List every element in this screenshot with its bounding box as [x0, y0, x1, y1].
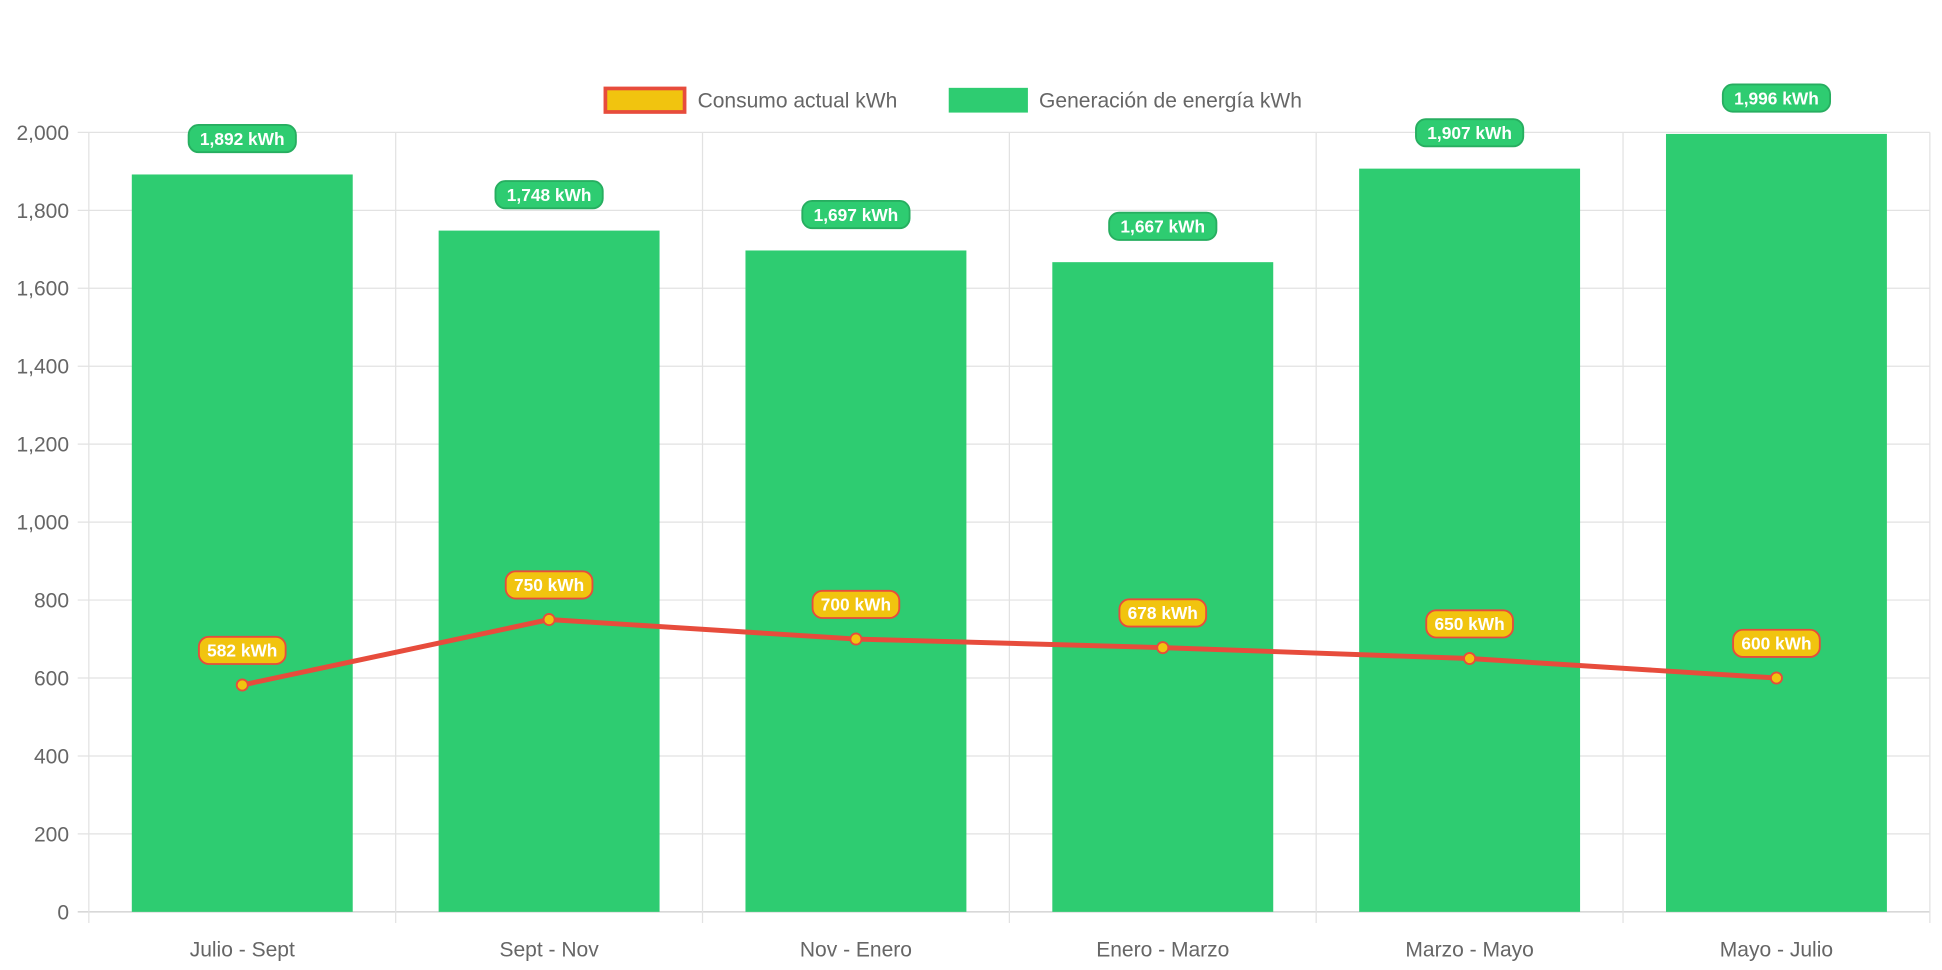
line-series: [235, 613, 1783, 692]
data-label: 1,892 kWh: [187, 124, 297, 154]
point-consumo: [849, 632, 863, 646]
point-consumo: [542, 613, 556, 627]
data-labels: 1,892 kWh 1,748 kWh 1,697 kWh 1,667 kWh 1,90…: [187, 83, 1832, 665]
data-label-badge: [187, 124, 297, 154]
data-label-badge: [197, 635, 287, 665]
legend-swatch-generacion: [948, 87, 1028, 113]
data-label-text: 1,748 kWh: [507, 185, 592, 205]
y-tick-label: 200: [34, 823, 69, 846]
y-tick-label: 400: [34, 745, 69, 768]
y-tick-label: 600: [34, 667, 69, 690]
legend-swatch-consumo: [603, 86, 687, 114]
point-consumo: [1156, 641, 1170, 655]
data-label: 650 kWh: [1425, 609, 1514, 639]
data-label: 678 kWh: [1118, 598, 1208, 628]
data-label-text: 1,892 kWh: [200, 129, 285, 149]
data-label-badge: [1732, 628, 1821, 658]
data-label-text: 1,667 kWh: [1120, 216, 1205, 236]
data-label: 1,667 kWh: [1108, 211, 1218, 241]
bars: [131, 133, 1887, 912]
legend-item-generacion[interactable]: Generación de energía kWh: [948, 87, 1302, 113]
bar-generacion: [131, 174, 353, 912]
data-label-text: 1,697 kWh: [814, 205, 899, 225]
data-label-badge: [1118, 598, 1208, 628]
data-label: 700 kWh: [811, 589, 901, 619]
y-tick-label: 2,000: [16, 122, 69, 145]
data-label: 1,907 kWh: [1415, 118, 1525, 148]
data-label: 750 kWh: [504, 570, 594, 600]
data-label-text: 700 kWh: [821, 595, 891, 615]
x-tick-label: Nov - Enero: [800, 938, 912, 961]
y-tick-label: 1,800: [16, 200, 69, 223]
bar-generacion: [1359, 168, 1581, 912]
data-label: 1,748 kWh: [494, 180, 604, 210]
bar-generacion: [1052, 262, 1274, 912]
y-tick-label: 1,600: [16, 278, 69, 301]
data-label-text: 1,996 kWh: [1734, 88, 1819, 108]
x-tick-label: Mayo - Julio: [1720, 938, 1833, 961]
data-label-badge: [504, 570, 594, 600]
data-label: 1,697 kWh: [801, 200, 911, 230]
data-label-text: 600 kWh: [1741, 634, 1811, 654]
data-label-badge: [811, 589, 901, 619]
data-label-badge: [1415, 118, 1525, 148]
data-label-badge: [801, 200, 911, 230]
y-tick-label: 0: [57, 901, 69, 924]
data-label: 582 kWh: [197, 635, 287, 665]
legend-label-consumo: Consumo actual kWh: [698, 90, 898, 113]
axes: 0 200 400 600 800 1,000 1,200 1,400 1,600 1,800 2,…: [16, 122, 1833, 962]
data-label-badge: [1721, 83, 1832, 113]
y-tick-label: 800: [34, 589, 69, 612]
x-tick-label: Marzo - Mayo: [1405, 938, 1533, 961]
data-label: 1,996 kWh: [1721, 83, 1832, 113]
data-label-badge: [1425, 609, 1514, 639]
data-label-badge: [494, 180, 604, 210]
x-tick-label: Enero - Marzo: [1096, 938, 1229, 961]
legend: Consumo actual kWh Generación de energía…: [603, 86, 1302, 114]
point-consumo: [1463, 652, 1477, 666]
x-tick-label: Julio - Sept: [190, 938, 295, 961]
data-label-text: 582 kWh: [207, 641, 277, 661]
data-label-text: 678 kWh: [1128, 603, 1198, 623]
line-consumo: [241, 617, 1777, 688]
data-label-text: 650 kWh: [1434, 614, 1504, 634]
data-label: 600 kWh: [1732, 628, 1821, 658]
y-tick-label: 1,000: [16, 512, 69, 535]
point-consumo: [235, 678, 249, 692]
bar-generacion: [745, 250, 967, 912]
x-tick-label: Sept - Nov: [499, 938, 599, 961]
y-tick-label: 1,400: [16, 356, 69, 379]
bar-generacion: [1665, 133, 1887, 912]
data-label-text: 1,907 kWh: [1427, 123, 1512, 143]
point-consumo: [1769, 671, 1783, 685]
data-label-text: 750 kWh: [514, 575, 584, 595]
data-label-badge: [1108, 211, 1218, 241]
y-tick-label: 1,200: [16, 434, 69, 457]
grid: [77, 131, 1931, 923]
legend-item-consumo[interactable]: Consumo actual kWh: [603, 86, 898, 114]
legend-label-generacion: Generación de energía kWh: [1039, 90, 1302, 113]
